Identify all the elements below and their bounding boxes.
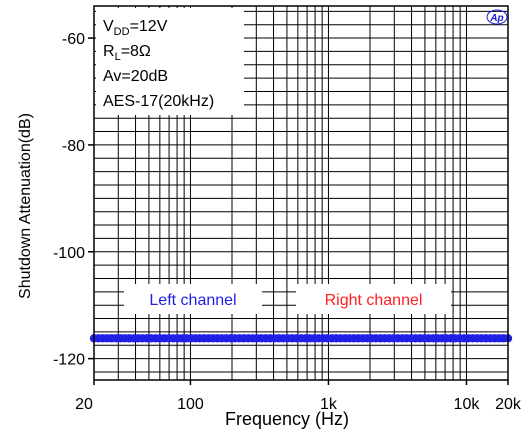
x-axis-label: Frequency (Hz): [225, 409, 349, 429]
legend-label: Left channel: [149, 292, 236, 309]
x-tick-label: 10k: [454, 396, 481, 413]
y-tick-label: -100: [53, 245, 85, 262]
condition-text: RL=8Ω: [103, 43, 151, 63]
y-tick-label: -60: [62, 31, 85, 48]
ap-logo: Ap: [489, 13, 503, 24]
condition-text: AES-17(20kHz): [103, 93, 214, 110]
x-tick-label: 20: [75, 396, 93, 413]
conditions-background: [96, 8, 244, 115]
series-layer: [89, 334, 513, 343]
legend-box: [296, 284, 451, 314]
x-tick-label: 1k: [320, 396, 338, 413]
ap-logo-ring: [486, 9, 508, 25]
plot-frame: [93, 5, 509, 381]
legend-label: Right channel: [325, 292, 423, 309]
conditions-box: VDD=12V RL=8Ω Av=20dB AES-17(20kHz): [96, 8, 244, 115]
x-tick-label: 20k: [495, 396, 522, 413]
legend: Left channel Right channel: [124, 284, 451, 314]
axes: -60 -80 -100 -120 20 100 1k 10k 20k: [53, 5, 522, 413]
y-tick-label: -80: [62, 138, 85, 155]
condition-text: VDD=12V: [103, 18, 168, 38]
legend-box: [124, 284, 262, 314]
x-tick-label: 100: [177, 396, 204, 413]
y-tick-label: -120: [53, 352, 85, 369]
condition-text: Av=20dB: [103, 68, 168, 85]
y-axis-label: Shutdown Attenuation(dB): [17, 113, 34, 299]
